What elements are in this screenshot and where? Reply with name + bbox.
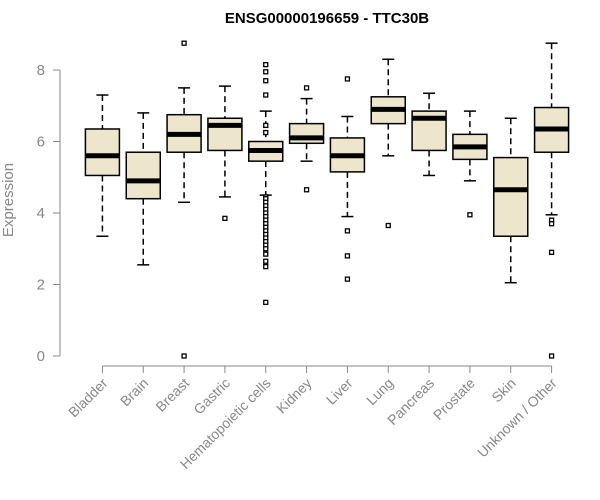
box-unknown-other [533, 42, 570, 359]
iqr-box [493, 156, 529, 237]
outlier-point [263, 251, 269, 257]
box-brain [125, 112, 161, 266]
box-pancreas [411, 92, 447, 177]
outlier-point [263, 78, 269, 84]
outlier-point [548, 221, 555, 227]
box-hematopoietic-cells [248, 61, 284, 306]
x-tick-label: Brain [117, 375, 151, 409]
box-bladder [84, 94, 121, 237]
outlier-point [263, 129, 269, 136]
outlier-point [263, 61, 269, 68]
outlier-point [467, 212, 473, 218]
outlier-point [344, 228, 351, 234]
outlier-point [303, 85, 310, 91]
outlier-point [303, 187, 310, 193]
outlier-point [263, 299, 269, 306]
box-kidney [288, 85, 325, 193]
x-tick-label: Skin [488, 375, 519, 406]
chart-title: ENSG00000196659 - TTC30B [225, 10, 429, 27]
box-liver [329, 76, 366, 282]
box-gastric [207, 85, 243, 222]
x-tick-label: Liver [323, 375, 356, 408]
iqr-box [125, 151, 161, 200]
outlier-point [222, 215, 228, 222]
outlier-point [181, 353, 187, 359]
y-tick-label: 0 [37, 348, 45, 365]
outlier-point [344, 76, 351, 82]
boxes-group [84, 40, 570, 359]
outlier-point [344, 276, 351, 282]
outlier-point [263, 69, 269, 75]
box-prostate [452, 110, 488, 218]
x-tick-label: Prostate [430, 375, 478, 423]
y-tick-label: 4 [37, 205, 45, 222]
outlier-point [181, 40, 187, 46]
y-axis: 0 2 4 6 8 [37, 62, 61, 365]
outlier-point [548, 249, 555, 255]
y-tick-label: 6 [37, 134, 45, 151]
box-lung [370, 58, 406, 229]
x-tick-label: Bladder [65, 375, 111, 421]
x-tick-label: Kidney [273, 375, 315, 417]
y-tick-label: 2 [37, 277, 45, 294]
x-tick-label: Lung [363, 375, 396, 408]
y-tick-label: 8 [37, 62, 45, 79]
box-skin [493, 117, 529, 284]
outlier-point [263, 246, 269, 252]
outlier-point [263, 92, 269, 98]
x-tick-label: Breast [152, 375, 192, 415]
outlier-point [344, 253, 351, 259]
outlier-point [263, 122, 269, 129]
y-axis-label: Expression [0, 163, 17, 237]
outlier-point [385, 222, 391, 229]
iqr-box [84, 128, 121, 177]
outlier-point [263, 263, 269, 270]
box-breast [166, 40, 202, 359]
outlier-point [548, 353, 555, 359]
outlier-point [263, 258, 269, 264]
